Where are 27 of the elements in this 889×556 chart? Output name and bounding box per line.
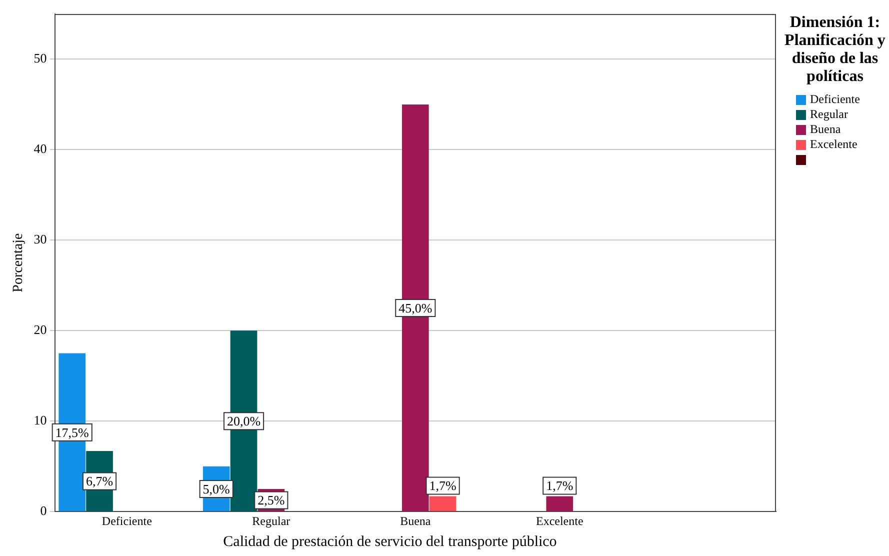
legend-label: Regular [810, 107, 848, 122]
legend-label: Buena [810, 122, 841, 137]
data-label: 17,5% [55, 424, 90, 440]
y-tick-label: 20 [34, 322, 47, 338]
y-tick-label: 0 [40, 503, 47, 518]
y-tick-label: 50 [34, 50, 47, 66]
data-label: 6,7% [86, 474, 114, 489]
data-label: 5,0% [202, 481, 230, 496]
legend-title: Dimensión 1: Planificación y diseño de las políticas [784, 14, 886, 86]
y-tick-label: 10 [34, 412, 47, 428]
data-label: 1,7% [429, 478, 457, 494]
x-axis-title: Calidad de prestación de servicio del transporte público [222, 534, 558, 551]
data-label: 20,0% [226, 414, 261, 429]
x-tick-label: Regular [252, 514, 290, 528]
x-tick-label: Excelente [536, 514, 584, 528]
y-tick-label: 30 [34, 232, 47, 247]
data-label: 2,5% [258, 492, 285, 508]
legend-label: Deficiente [810, 92, 860, 107]
legend-label: Excelente [810, 137, 858, 152]
bar [429, 496, 456, 512]
x-tick-label: Buena [400, 514, 432, 528]
x-tick-label: Deficiente [102, 514, 152, 528]
y-axis-title: Porcentaje [11, 233, 26, 292]
y-tick-label: 40 [34, 141, 47, 156]
data-label: 45,0% [398, 300, 432, 316]
data-label: 1,7% [546, 478, 574, 494]
bar [546, 496, 574, 512]
